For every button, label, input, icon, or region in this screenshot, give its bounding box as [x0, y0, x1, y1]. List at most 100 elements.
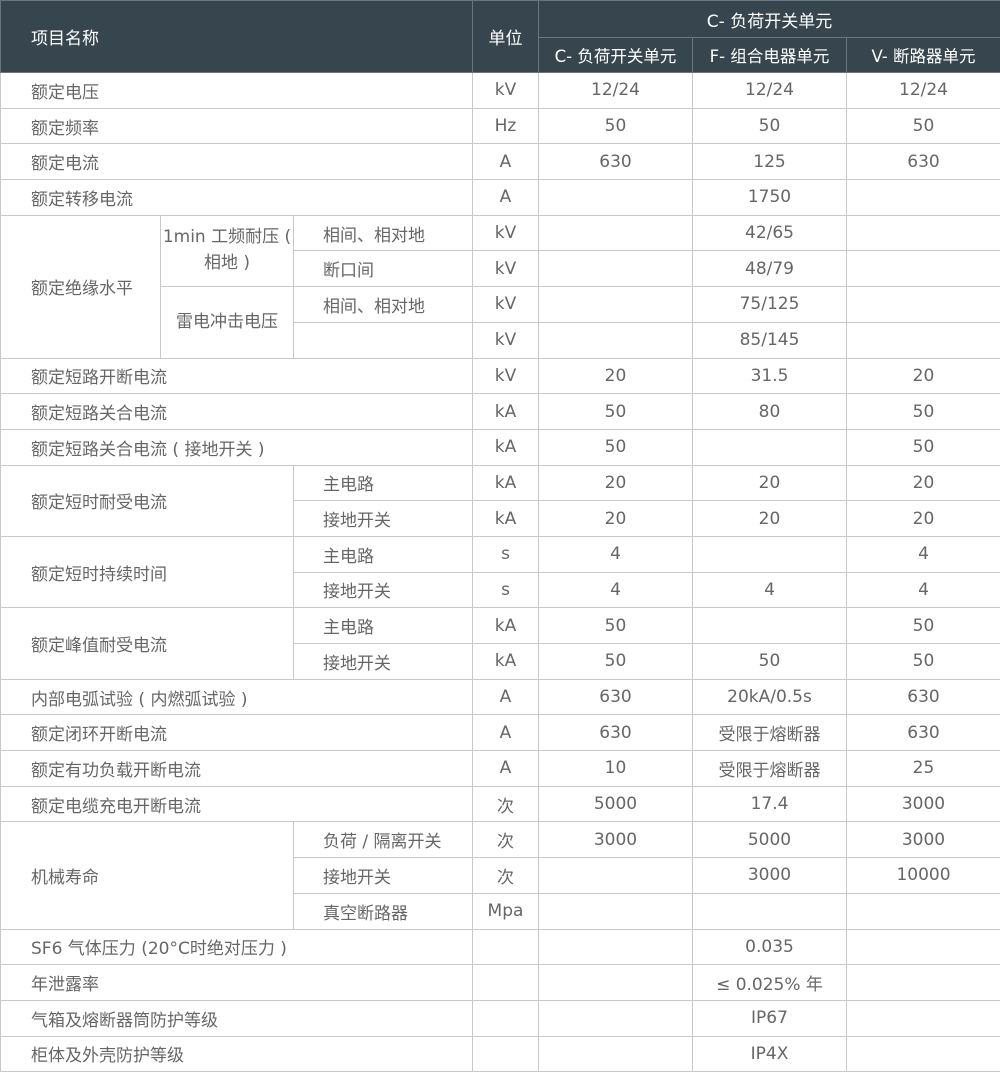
value-v-cell	[847, 929, 1000, 965]
value-v-cell: 50	[847, 608, 1000, 644]
unit-cell	[473, 1000, 539, 1036]
value-f-cell: 17.4	[693, 786, 847, 822]
row-label: 额定电压	[1, 73, 473, 109]
unit-cell: A	[473, 144, 539, 180]
row-label: 额定闭环开断电流	[1, 715, 473, 751]
value-v-cell: 20	[847, 501, 1000, 537]
unit-cell: A	[473, 180, 539, 216]
value-c-cell	[539, 1036, 693, 1072]
value-c-cell: 630	[539, 679, 693, 715]
row-item-label: 真空断路器	[294, 893, 473, 929]
value-v-cell	[847, 287, 1000, 323]
value-c-cell: 20	[539, 501, 693, 537]
value-f-cell: 80	[693, 394, 847, 430]
unit-cell: A	[473, 679, 539, 715]
value-f-cell: 1750	[693, 180, 847, 216]
table-row: 年泄露率≤ 0.025% 年	[1, 965, 1000, 1001]
value-f-cell: 5000	[693, 822, 847, 858]
row-group-label: 额定短时持续时间	[1, 536, 294, 607]
value-c-cell: 20	[539, 358, 693, 394]
value-f-cell: 50	[693, 644, 847, 680]
unit-cell	[473, 965, 539, 1001]
unit-cell: 次	[473, 822, 539, 858]
value-c-cell: 50	[539, 608, 693, 644]
row-label: 额定有功负载开断电流	[1, 751, 473, 787]
value-v-cell	[847, 180, 1000, 216]
value-v-cell: 630	[847, 679, 1000, 715]
value-f-cell: 0.035	[693, 929, 847, 965]
value-c-cell	[539, 180, 693, 216]
value-c-cell	[539, 287, 693, 323]
row-item-label: 主电路	[294, 608, 473, 644]
unit-cell: 次	[473, 858, 539, 894]
value-f-cell: 125	[693, 144, 847, 180]
unit-cell: kA	[473, 394, 539, 430]
header-item-name: 项目名称	[1, 1, 473, 73]
value-v-cell	[847, 251, 1000, 287]
row-group-label: 额定绝缘水平	[1, 215, 161, 358]
value-c-cell: 5000	[539, 786, 693, 822]
header-col-v: V- 断路器单元	[847, 38, 1000, 73]
row-label: 额定短路关合电流	[1, 394, 473, 430]
value-c-cell: 630	[539, 144, 693, 180]
value-v-cell: 20	[847, 465, 1000, 501]
row-item-label: 接地开关	[294, 858, 473, 894]
table-row: SF6 气体压力 (20°C时绝对压力 )0.035	[1, 929, 1000, 965]
value-f-cell: 受限于熔断器	[693, 715, 847, 751]
row-label: 额定频率	[1, 108, 473, 144]
value-f-cell	[693, 608, 847, 644]
value-v-cell: 630	[847, 144, 1000, 180]
value-f-cell: 20	[693, 501, 847, 537]
row-label: 气箱及熔断器筒防护等级	[1, 1000, 473, 1036]
value-c-cell	[539, 251, 693, 287]
unit-cell: kA	[473, 465, 539, 501]
value-v-cell: 4	[847, 572, 1000, 608]
value-v-cell: 50	[847, 644, 1000, 680]
value-f-cell: 3000	[693, 858, 847, 894]
row-item-label: 断口间	[294, 251, 473, 287]
value-f-cell: 受限于熔断器	[693, 751, 847, 787]
value-c-cell	[539, 965, 693, 1001]
value-f-cell	[693, 536, 847, 572]
value-v-cell: 12/24	[847, 73, 1000, 109]
row-item-label: 接地开关	[294, 572, 473, 608]
header-unit: 单位	[473, 1, 539, 73]
row-subgroup-label: 1min 工频耐压 ( 相地 )	[161, 215, 294, 286]
row-subgroup-label: 雷电冲击电压	[161, 287, 294, 358]
row-item-label: 主电路	[294, 465, 473, 501]
value-v-cell: 50	[847, 394, 1000, 430]
value-f-cell: ≤ 0.025% 年	[693, 965, 847, 1001]
value-v-cell: 20	[847, 358, 1000, 394]
unit-cell: 次	[473, 786, 539, 822]
row-label: 额定转移电流	[1, 180, 473, 216]
value-c-cell: 50	[539, 394, 693, 430]
row-item-label: 相间、相对地	[294, 215, 473, 251]
value-c-cell: 4	[539, 536, 693, 572]
unit-cell: kV	[473, 73, 539, 109]
unit-cell: s	[473, 536, 539, 572]
value-c-cell: 12/24	[539, 73, 693, 109]
value-v-cell	[847, 322, 1000, 358]
unit-cell	[473, 929, 539, 965]
value-f-cell: 50	[693, 108, 847, 144]
row-group-label: 额定峰值耐受电流	[1, 608, 294, 679]
value-v-cell: 10000	[847, 858, 1000, 894]
unit-cell: kV	[473, 322, 539, 358]
row-group-label: 额定短时耐受电流	[1, 465, 294, 536]
value-f-cell: IP67	[693, 1000, 847, 1036]
value-c-cell	[539, 893, 693, 929]
row-label: 内部电弧试验 ( 内燃弧试验 )	[1, 679, 473, 715]
